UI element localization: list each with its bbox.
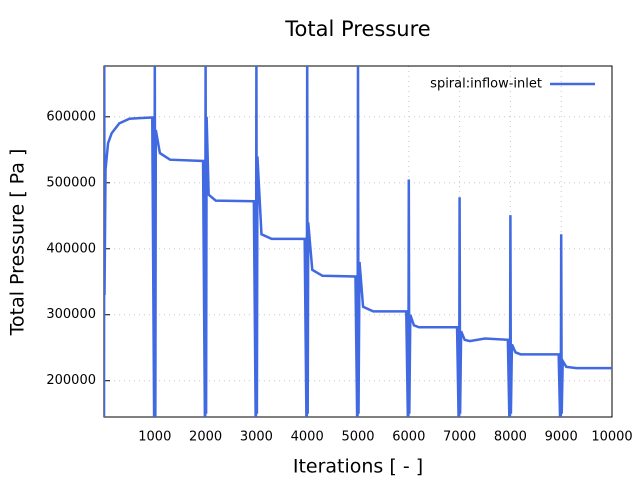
x-tick-label: 3000: [240, 430, 273, 445]
x-tick-label: 8000: [494, 430, 527, 445]
y-tick-label: 500000: [46, 175, 96, 190]
y-tick-label: 400000: [46, 241, 96, 256]
x-tick-label: 6000: [392, 430, 425, 445]
data-line: [104, 66, 612, 417]
y-tick-label: 300000: [46, 307, 96, 322]
x-tick-label: 2000: [189, 430, 222, 445]
x-tick-label: 5000: [341, 430, 374, 445]
x-tick-label: 4000: [291, 430, 324, 445]
x-tick-label: 1000: [138, 430, 171, 445]
y-tick-label: 600000: [46, 109, 96, 124]
x-axis-label: Iterations [ - ]: [293, 456, 423, 478]
y-tick-label: 200000: [46, 373, 96, 388]
y-axis-label: Total Pressure [ Pa ]: [7, 149, 29, 337]
x-tick-label: 9000: [545, 430, 578, 445]
x-tick-label: 10000: [591, 430, 632, 445]
legend-label: spiral:inflow-inlet: [430, 77, 542, 92]
chart-title: Total Pressure: [284, 17, 430, 41]
x-tick-label: 7000: [443, 430, 476, 445]
